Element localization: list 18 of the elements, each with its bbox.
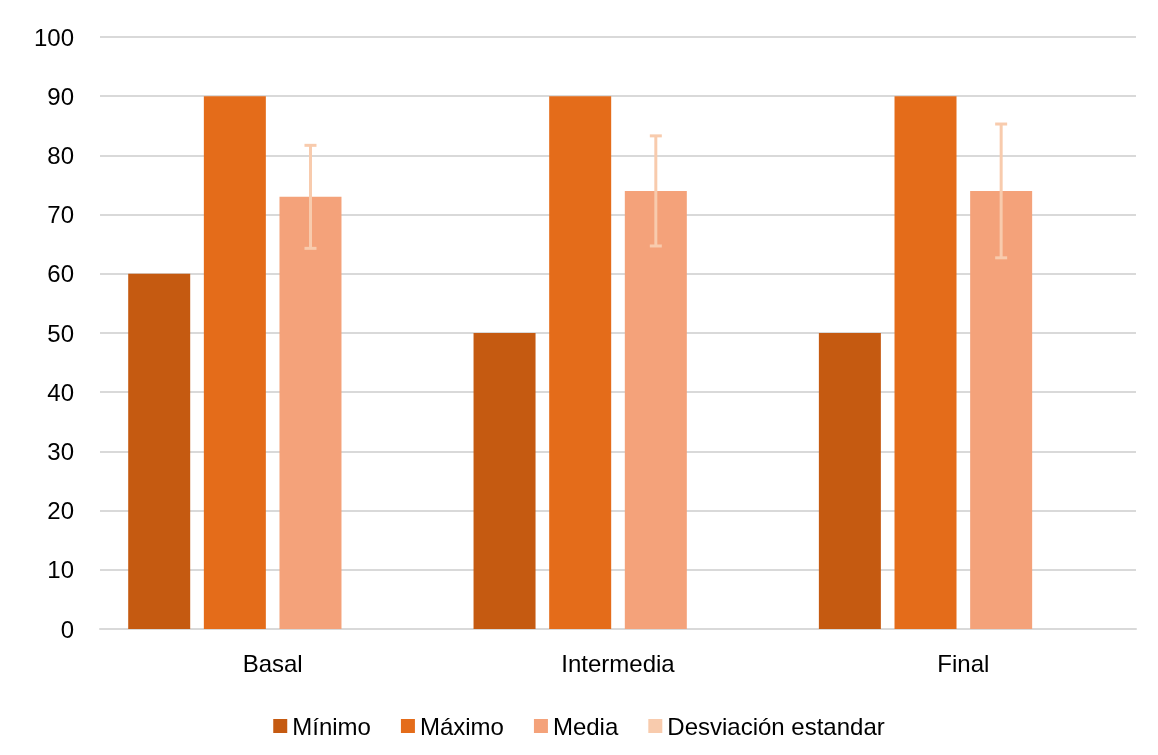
legend-label: Desviación estandar xyxy=(667,712,885,740)
y-tick-label: 70 xyxy=(47,201,74,229)
legend-label: Media xyxy=(552,712,619,740)
y-tick-label: 20 xyxy=(47,497,74,525)
y-tick-label: 80 xyxy=(47,141,74,169)
y-tick-label: 60 xyxy=(47,260,74,288)
y-tick-label: 40 xyxy=(47,378,74,406)
y-tick-label: 10 xyxy=(47,556,74,584)
x-tick-label: Final xyxy=(937,649,990,677)
y-tick-label: 50 xyxy=(47,319,74,347)
y-tick-label: 90 xyxy=(47,82,74,110)
legend-label: Mínimo xyxy=(292,712,371,740)
x-tick-label: Intermedia xyxy=(561,649,676,677)
y-tick-label: 30 xyxy=(47,437,74,465)
legend-label: Máximo xyxy=(419,712,504,740)
x-tick-label: Basal xyxy=(242,649,303,677)
y-tick-label: 100 xyxy=(33,23,74,51)
y-tick-label: 0 xyxy=(60,615,74,643)
